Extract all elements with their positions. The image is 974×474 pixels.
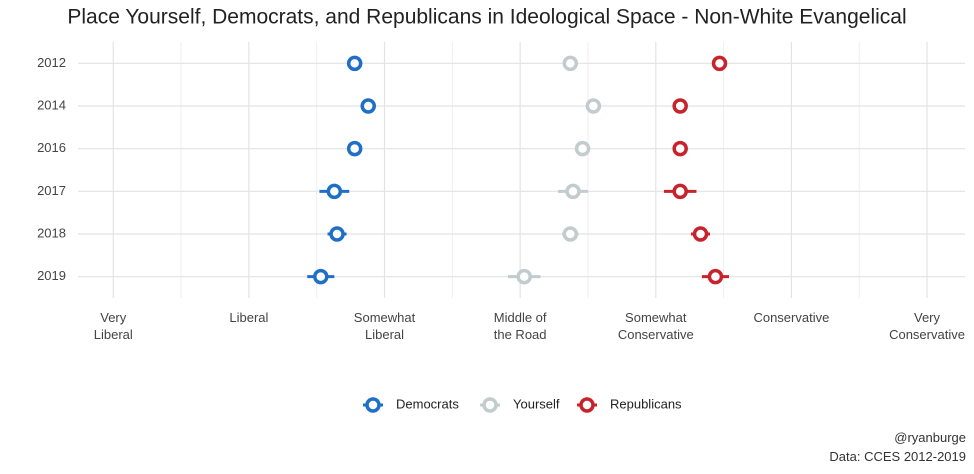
legend-label: Democrats	[396, 396, 459, 411]
dot	[707, 268, 724, 285]
y-tick-label: 2017	[37, 183, 66, 198]
y-tick-label: 2012	[37, 55, 66, 70]
x-tick-label: Very Liberal	[93, 310, 133, 342]
dot	[562, 226, 579, 242]
x-tick-label: Middle of the Road	[493, 310, 547, 342]
dot	[360, 98, 376, 114]
dot	[711, 55, 728, 72]
x-tick-label: Very Conservative	[889, 310, 965, 342]
dot	[562, 55, 579, 72]
dot	[346, 140, 363, 157]
y-tick-label: 2019	[37, 268, 66, 283]
legend-label: Yourself	[513, 396, 560, 411]
dot	[672, 98, 688, 114]
dot	[585, 98, 602, 114]
y-tick-label: 2016	[37, 140, 66, 155]
dot	[672, 183, 688, 200]
y-tick-label: 2014	[37, 97, 66, 112]
x-tick-label: Somewhat Conservative	[617, 310, 694, 342]
legend-swatch	[365, 397, 381, 413]
chart-title: Place Yourself, Democrats, and Republica…	[67, 6, 906, 29]
dot	[313, 268, 329, 285]
dot	[326, 183, 343, 200]
legend-swatch	[579, 397, 595, 413]
caption: Data: CCES 2012-2019	[829, 449, 966, 464]
dot	[329, 226, 345, 242]
x-tick-label: Somewhat Liberal	[353, 310, 416, 342]
dot	[672, 140, 688, 157]
y-tick-label: 2018	[37, 225, 66, 240]
dot	[692, 226, 709, 242]
caption: @ryanburge	[894, 430, 966, 445]
legend-swatch	[482, 397, 498, 413]
dot	[565, 183, 581, 200]
dot	[346, 55, 363, 72]
x-tick-label: Conservative	[753, 310, 830, 325]
x-tick-label: Liberal	[229, 310, 269, 325]
dot	[574, 140, 591, 157]
legend-label: Republicans	[610, 396, 682, 411]
dot	[516, 268, 532, 285]
